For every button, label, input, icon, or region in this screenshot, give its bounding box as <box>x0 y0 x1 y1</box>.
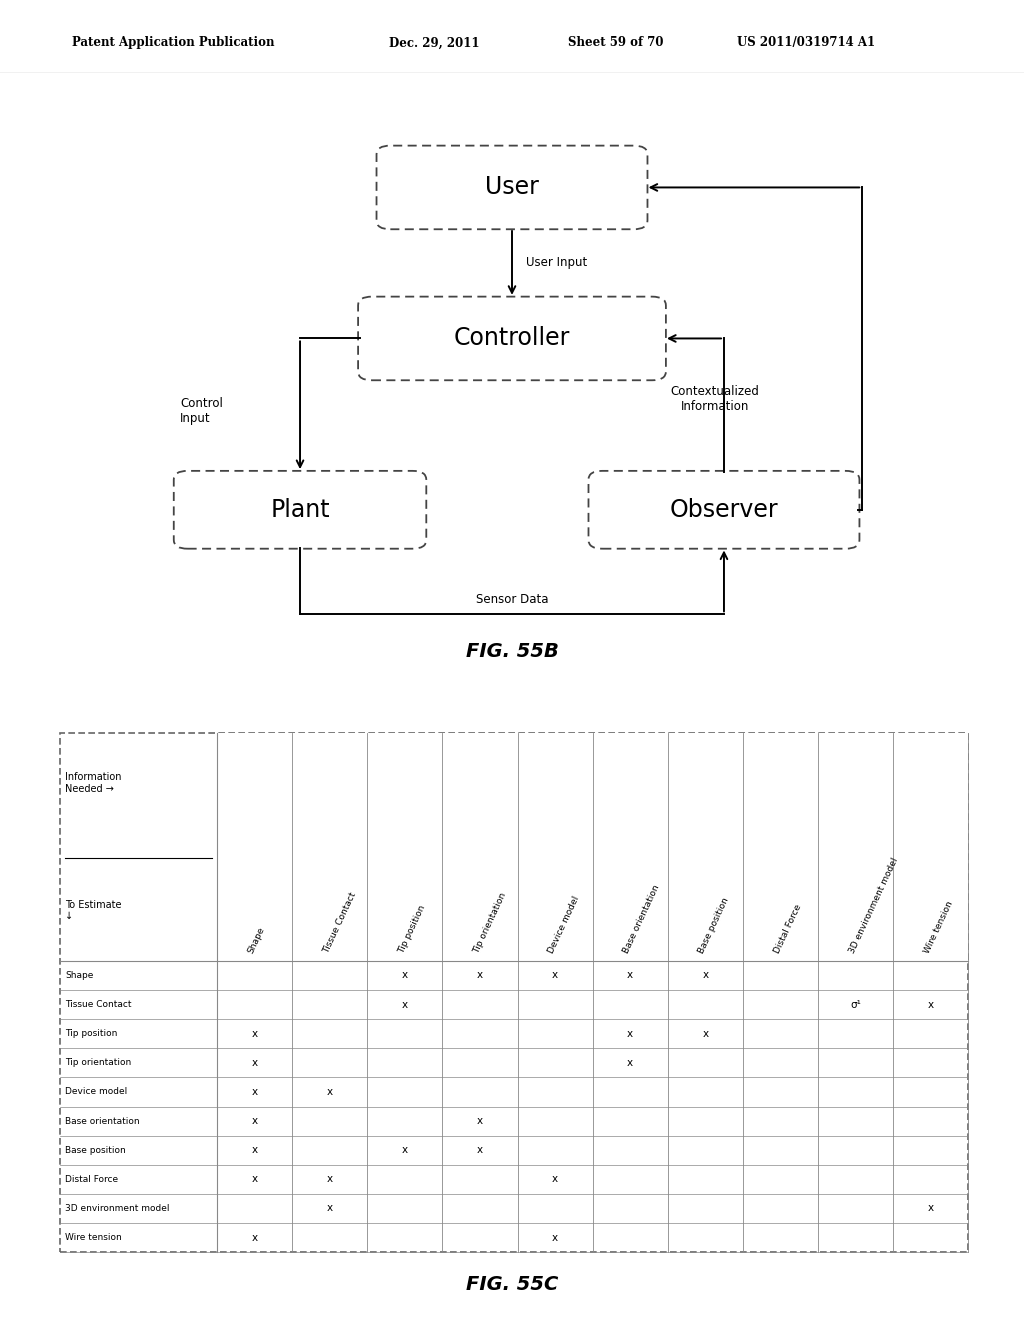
Text: Wire tension: Wire tension <box>923 900 954 954</box>
Text: 3D environment model: 3D environment model <box>66 1204 170 1213</box>
Text: FIG. 55B: FIG. 55B <box>466 642 558 661</box>
Text: Tip orientation: Tip orientation <box>472 891 508 954</box>
Text: x: x <box>627 1028 633 1039</box>
Text: x: x <box>401 1146 408 1155</box>
Text: x: x <box>477 1146 483 1155</box>
Text: x: x <box>477 970 483 981</box>
Text: Patent Application Publication: Patent Application Publication <box>72 37 274 49</box>
Text: Controller: Controller <box>454 326 570 350</box>
Text: Plant: Plant <box>270 498 330 521</box>
Text: x: x <box>552 970 558 981</box>
Text: Contextualized
Information: Contextualized Information <box>671 385 759 413</box>
Text: User Input: User Input <box>526 256 587 269</box>
Text: Tissue Contact: Tissue Contact <box>66 1001 131 1008</box>
Text: x: x <box>327 1086 333 1097</box>
FancyBboxPatch shape <box>589 471 859 549</box>
Text: Base position: Base position <box>66 1146 126 1155</box>
Text: Device model: Device model <box>66 1088 127 1097</box>
Text: Sheet 59 of 70: Sheet 59 of 70 <box>568 37 664 49</box>
Text: US 2011/0319714 A1: US 2011/0319714 A1 <box>737 37 876 49</box>
Text: x: x <box>252 1086 258 1097</box>
Text: Tip position: Tip position <box>66 1030 118 1039</box>
Text: Base orientation: Base orientation <box>622 883 662 954</box>
Text: x: x <box>252 1028 258 1039</box>
Bar <box>217 733 969 961</box>
FancyBboxPatch shape <box>377 145 647 230</box>
Text: x: x <box>252 1117 258 1126</box>
FancyBboxPatch shape <box>174 471 426 549</box>
Text: Distal Force: Distal Force <box>772 903 803 954</box>
Text: Observer: Observer <box>670 498 778 521</box>
Text: x: x <box>702 1028 709 1039</box>
Text: x: x <box>252 1146 258 1155</box>
Text: x: x <box>702 970 709 981</box>
Text: FIG. 55C: FIG. 55C <box>466 1275 558 1294</box>
Text: Tip orientation: Tip orientation <box>66 1059 131 1068</box>
Text: Base orientation: Base orientation <box>66 1117 139 1126</box>
Text: Device model: Device model <box>547 895 582 954</box>
Text: Distal Force: Distal Force <box>66 1175 118 1184</box>
Text: Shape: Shape <box>247 925 266 954</box>
Text: 3D environment model: 3D environment model <box>848 857 900 954</box>
Text: σ¹: σ¹ <box>850 999 861 1010</box>
Text: Control
Input: Control Input <box>180 396 223 425</box>
Text: x: x <box>252 1175 258 1184</box>
Text: User: User <box>485 176 539 199</box>
Text: x: x <box>552 1233 558 1242</box>
Text: Sensor Data: Sensor Data <box>476 593 548 606</box>
Text: Tissue Contact: Tissue Contact <box>322 891 357 954</box>
Text: x: x <box>252 1233 258 1242</box>
Text: Shape: Shape <box>66 972 93 979</box>
Bar <box>60 733 969 1253</box>
Text: x: x <box>327 1175 333 1184</box>
Text: Dec. 29, 2011: Dec. 29, 2011 <box>389 37 479 49</box>
FancyBboxPatch shape <box>358 297 666 380</box>
Text: x: x <box>401 999 408 1010</box>
Text: x: x <box>477 1117 483 1126</box>
Text: Tip position: Tip position <box>396 904 427 954</box>
Text: x: x <box>928 999 934 1010</box>
Text: x: x <box>401 970 408 981</box>
Text: x: x <box>627 970 633 981</box>
Text: x: x <box>552 1175 558 1184</box>
Text: x: x <box>928 1204 934 1213</box>
Text: x: x <box>327 1204 333 1213</box>
Text: Wire tension: Wire tension <box>66 1233 122 1242</box>
Text: To Estimate
↓: To Estimate ↓ <box>66 900 122 921</box>
Text: x: x <box>252 1057 258 1068</box>
Text: Base position: Base position <box>697 896 731 954</box>
Text: Information
Needed →: Information Needed → <box>66 772 122 793</box>
Text: x: x <box>627 1057 633 1068</box>
